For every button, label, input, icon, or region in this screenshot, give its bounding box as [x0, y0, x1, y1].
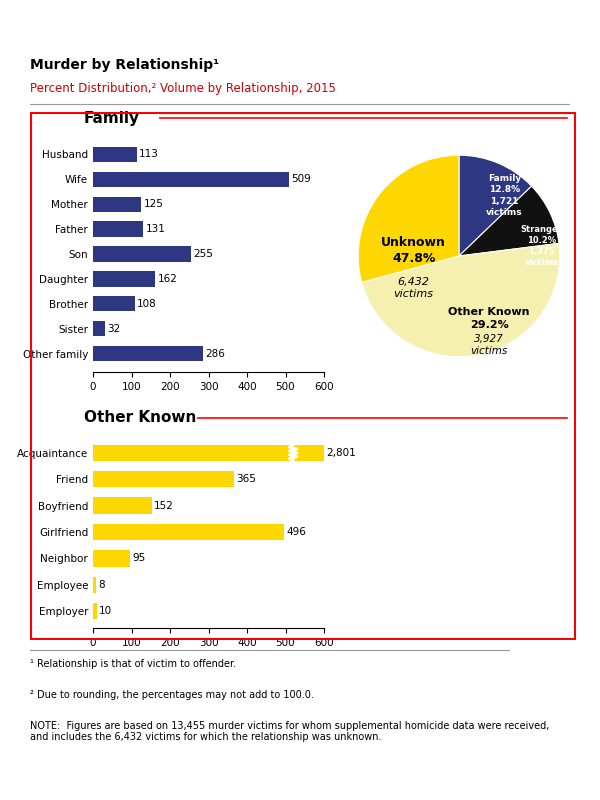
Text: 496: 496: [286, 527, 306, 537]
Text: 365: 365: [236, 474, 256, 484]
Text: 125: 125: [143, 199, 163, 210]
Bar: [93, 445, 324, 461]
Text: 32: 32: [107, 324, 121, 334]
Text: 286: 286: [205, 349, 225, 358]
Bar: [93, 577, 96, 593]
Bar: [93, 471, 233, 487]
Bar: [93, 246, 191, 262]
Wedge shape: [362, 243, 560, 357]
Bar: [93, 146, 137, 162]
Text: Other Known
29.2%: Other Known 29.2%: [448, 307, 530, 330]
Text: Family: Family: [84, 110, 140, 126]
Text: 8: 8: [98, 580, 105, 590]
Text: Family
12.8%
1,721
victims: Family 12.8% 1,721 victims: [486, 174, 523, 217]
Bar: [93, 498, 152, 514]
Text: ¹ Relationship is that of victim to offender.: ¹ Relationship is that of victim to offe…: [30, 659, 236, 669]
Text: NOTE:  Figures are based on 13,455 murder victims for whom supplemental homicide: NOTE: Figures are based on 13,455 murder…: [30, 721, 550, 742]
Text: 3,927
victims: 3,927 victims: [470, 334, 508, 356]
Text: ² Due to rounding, the percentages may not add to 100.0.: ² Due to rounding, the percentages may n…: [30, 690, 314, 700]
Text: 6,432
victims: 6,432 victims: [394, 277, 434, 299]
Bar: [93, 197, 141, 212]
Text: 2,801: 2,801: [326, 448, 356, 458]
Text: 95: 95: [132, 554, 145, 563]
Text: 162: 162: [158, 274, 178, 284]
Text: Percent Distribution,² Volume by Relationship, 2015: Percent Distribution,² Volume by Relatio…: [30, 82, 336, 95]
Text: Stranger
10.2%
1,375
victims: Stranger 10.2% 1,375 victims: [521, 225, 563, 267]
Text: 113: 113: [139, 150, 158, 159]
Text: 509: 509: [291, 174, 311, 184]
Bar: [93, 550, 130, 566]
Bar: [93, 172, 289, 187]
Text: 10: 10: [99, 606, 112, 616]
Wedge shape: [358, 155, 459, 282]
Bar: [93, 271, 155, 286]
Text: Other Known: Other Known: [84, 410, 196, 426]
Text: Murder by Relationship¹: Murder by Relationship¹: [30, 58, 219, 72]
Text: 108: 108: [137, 298, 157, 309]
Wedge shape: [459, 155, 532, 256]
Text: Unknown
47.8%: Unknown 47.8%: [381, 237, 446, 266]
Bar: [93, 222, 143, 237]
Text: 152: 152: [154, 501, 174, 510]
Bar: [93, 296, 134, 311]
Bar: [93, 603, 97, 619]
Text: 255: 255: [193, 249, 214, 259]
Bar: [93, 524, 284, 540]
Bar: [93, 346, 203, 362]
Text: Expanded Homicide Data Figure: Expanded Homicide Data Figure: [39, 34, 252, 46]
Text: 131: 131: [146, 224, 166, 234]
Wedge shape: [459, 186, 559, 256]
Bar: [93, 321, 106, 336]
